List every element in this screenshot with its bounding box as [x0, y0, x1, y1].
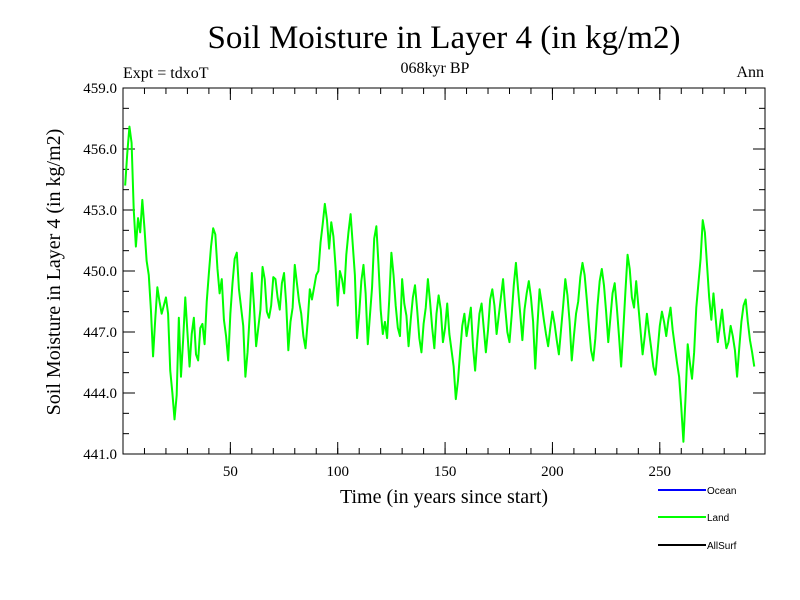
x-axis-label: Time (in years since start): [340, 486, 548, 508]
legend-label-ocean: Ocean: [707, 486, 736, 497]
y-tick-label: 456.0: [83, 142, 117, 158]
legend-label-land: Land: [707, 513, 729, 524]
legend-label-allsurf: AllSurf: [707, 541, 737, 552]
y-tick-label: 441.0: [83, 447, 117, 463]
y-tick-label: 453.0: [83, 203, 117, 219]
x-tick-label: 50: [223, 464, 238, 480]
y-tick-label: 444.0: [83, 386, 117, 402]
season-label: Ann: [736, 64, 764, 81]
series-line-land: [124, 125, 756, 443]
chart-title: Soil Moisture in Layer 4 (in kg/m2): [208, 20, 681, 56]
plot-frame: [122, 87, 766, 455]
y-tick-label: 447.0: [83, 325, 117, 341]
x-tick-label: 250: [649, 464, 672, 480]
expt-label: Expt = tdxoT: [123, 65, 209, 82]
x-tick-label: 150: [434, 464, 457, 480]
plot-area: 441.0 444.0 447.0 450.0 453.0 456.0 459.0 50 100…: [83, 81, 766, 480]
x-tick-label: 100: [326, 464, 349, 480]
y-axis-label: Soil Moisture in Layer 4 (in kg/m2): [43, 129, 65, 416]
x-tick-label: 200: [541, 464, 564, 480]
legend: Ocean Land AllSurf: [658, 486, 737, 552]
y-tick-label: 459.0: [83, 81, 117, 97]
chart-subtitle: 068kyr BP: [401, 60, 470, 77]
y-tick-label: 450.0: [83, 264, 117, 280]
